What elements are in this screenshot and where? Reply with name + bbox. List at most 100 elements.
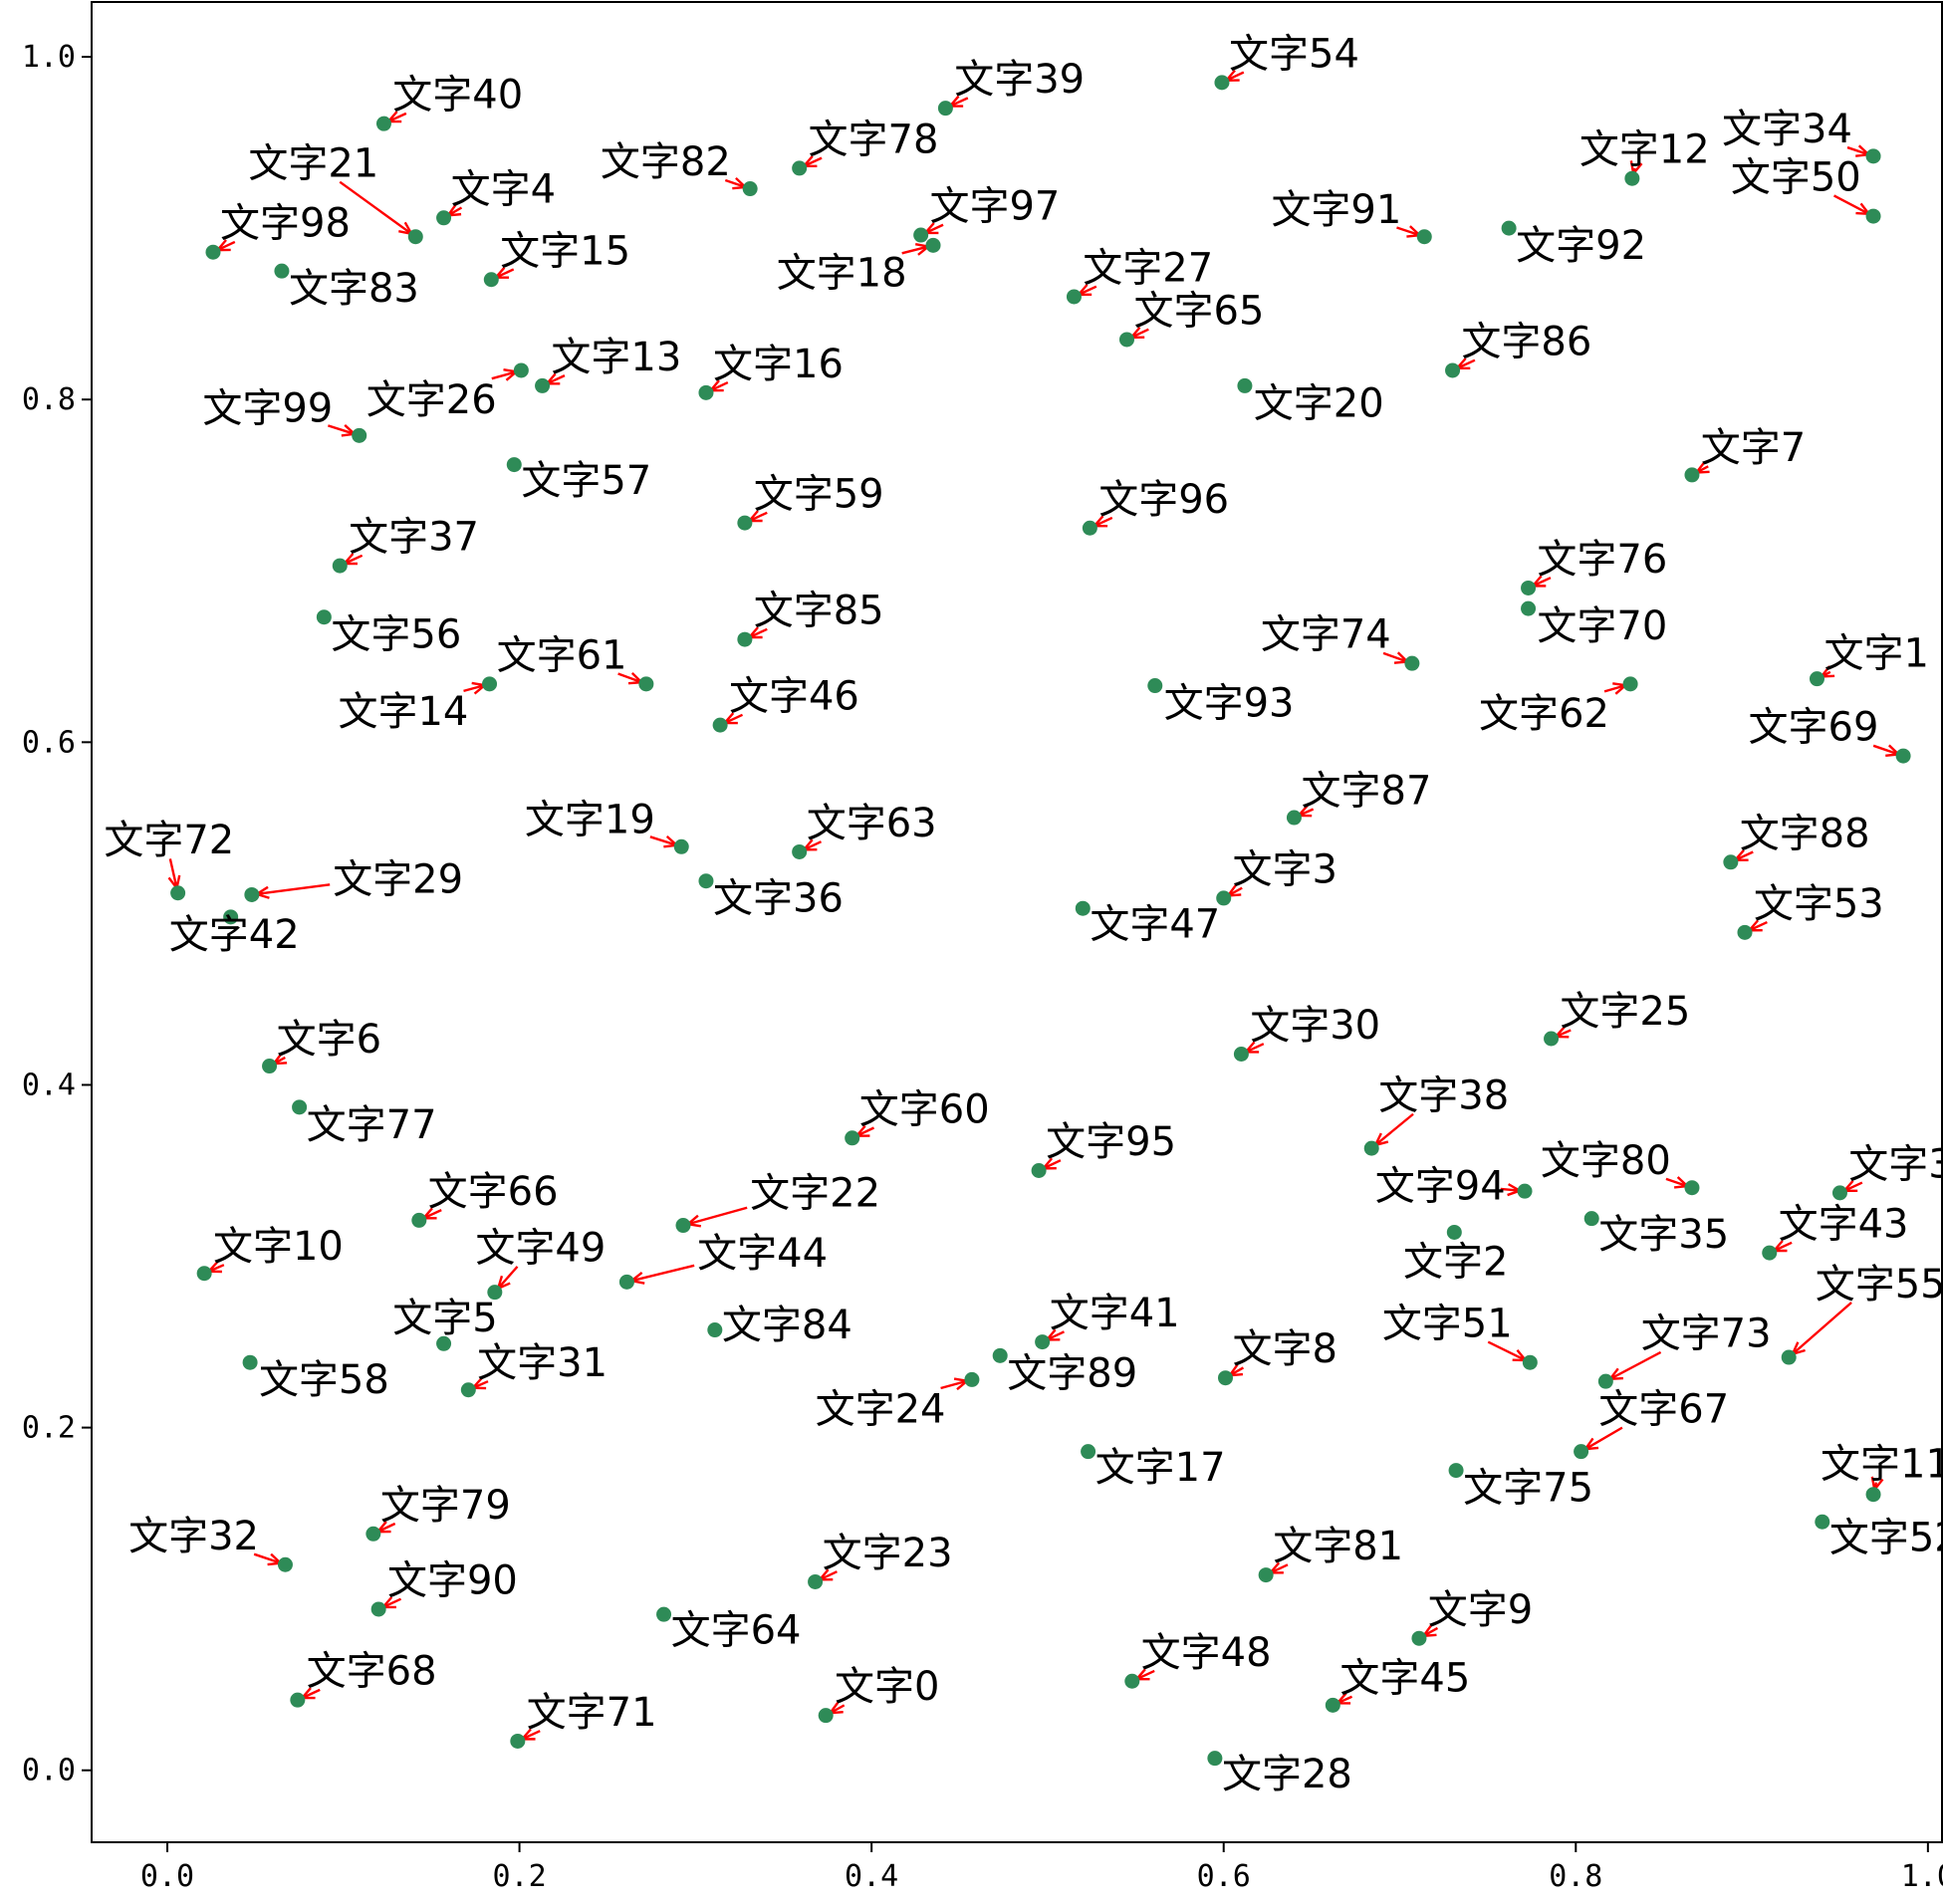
data-point xyxy=(1081,1444,1096,1460)
point-label: 文字75 xyxy=(1463,1466,1593,1512)
point-label: 文字26 xyxy=(366,377,497,423)
point-label: 文字50 xyxy=(1731,154,1861,200)
data-point xyxy=(290,1692,306,1708)
annotation-arrow xyxy=(803,840,823,851)
data-point xyxy=(1809,671,1824,687)
annotation-arrow xyxy=(1043,1159,1062,1170)
point-label: 文字33 xyxy=(1848,1141,1943,1187)
annotation-arrow xyxy=(1456,358,1476,369)
annotation-arrow xyxy=(1270,1563,1289,1574)
annotation-arrow xyxy=(376,1522,396,1534)
point-label: 文字40 xyxy=(392,73,523,119)
data-point xyxy=(992,1347,1008,1363)
point-label: 文字83 xyxy=(289,266,419,312)
point-label: 文字65 xyxy=(1134,288,1265,334)
point-label: 文字60 xyxy=(859,1086,990,1132)
data-point xyxy=(698,384,714,400)
data-point xyxy=(1583,1211,1599,1227)
data-point xyxy=(1737,924,1753,940)
data-point xyxy=(925,237,941,253)
annotation-arrow xyxy=(1843,1181,1863,1192)
data-point xyxy=(1446,1224,1462,1240)
annotation-arrow xyxy=(339,180,412,235)
data-point xyxy=(1411,1630,1427,1646)
data-point xyxy=(316,609,332,625)
annotation-arrow xyxy=(1846,145,1869,156)
data-point xyxy=(1624,170,1640,186)
point-label: 文字31 xyxy=(477,1340,607,1386)
point-label: 文字84 xyxy=(722,1303,852,1348)
point-label: 文字20 xyxy=(1254,380,1384,426)
plot-frame xyxy=(91,1,1943,1843)
scatter-points xyxy=(170,75,1911,1767)
annotation-arrow xyxy=(1773,1241,1793,1253)
point-label: 文字30 xyxy=(1250,1003,1380,1049)
data-point xyxy=(1286,810,1302,826)
data-point xyxy=(1217,1370,1233,1386)
point-label: 文字76 xyxy=(1537,537,1667,583)
point-label: 文字11 xyxy=(1821,1441,1943,1487)
point-label: 文字35 xyxy=(1598,1212,1729,1258)
point-label: 文字4 xyxy=(451,166,556,212)
point-label: 文字89 xyxy=(1007,1350,1137,1396)
data-point xyxy=(436,210,452,226)
point-label: 文字49 xyxy=(475,1226,606,1272)
data-point xyxy=(407,229,423,245)
annotation-arrow xyxy=(1734,850,1754,861)
data-point xyxy=(1118,332,1134,348)
annotation-arrow xyxy=(649,835,677,846)
annotation-arrow xyxy=(1382,651,1408,663)
data-point xyxy=(1216,890,1232,906)
data-point xyxy=(1258,1567,1274,1583)
data-point xyxy=(196,1266,212,1282)
data-point xyxy=(707,1322,723,1338)
data-point xyxy=(1035,1334,1051,1350)
data-point xyxy=(1684,467,1700,483)
point-label: 文字91 xyxy=(1271,187,1401,233)
annotation-arrow xyxy=(1584,1426,1623,1451)
x-tick-label: 0.2 xyxy=(492,1859,546,1894)
annotation-arrow xyxy=(1603,684,1626,693)
annotation-arrow xyxy=(724,713,744,725)
point-label: 文字77 xyxy=(307,1102,437,1148)
data-point xyxy=(1865,1487,1881,1503)
data-point xyxy=(352,427,367,443)
annotation-arrow xyxy=(328,424,356,435)
annotation-arrow xyxy=(940,1379,968,1390)
point-label: 文字8 xyxy=(1233,1326,1337,1372)
point-label: 文字94 xyxy=(1375,1164,1506,1210)
data-point xyxy=(712,717,728,733)
point-label: 文字29 xyxy=(333,857,463,903)
y-tick-label: 0.8 xyxy=(22,382,76,417)
point-label: 文字2 xyxy=(1403,1239,1508,1285)
point-label: 文字72 xyxy=(104,818,234,863)
data-point xyxy=(1597,1373,1613,1389)
point-label: 文字36 xyxy=(713,876,844,922)
point-label: 文字27 xyxy=(1083,245,1213,291)
data-point xyxy=(818,1708,834,1724)
annotation-arrow xyxy=(630,1264,695,1283)
point-label: 文字39 xyxy=(954,57,1085,103)
annotation-arrow xyxy=(1396,226,1420,237)
point-label: 文字62 xyxy=(1479,691,1609,737)
data-point xyxy=(277,1556,293,1572)
data-point xyxy=(1865,148,1881,164)
annotation-arrow xyxy=(1609,1350,1662,1380)
annotation-arrow xyxy=(617,672,642,684)
data-point xyxy=(638,676,654,692)
data-point xyxy=(1831,1185,1847,1201)
point-label: 文字99 xyxy=(202,386,333,432)
data-point xyxy=(1501,220,1517,236)
data-point xyxy=(698,873,714,889)
data-point xyxy=(483,272,499,288)
point-label: 文字22 xyxy=(750,1171,880,1217)
annotation-arrow xyxy=(819,1570,838,1581)
point-label: 文字47 xyxy=(1090,901,1220,947)
annotation-arrow xyxy=(1872,744,1899,756)
point-label: 文字5 xyxy=(392,1296,497,1341)
data-point xyxy=(1895,748,1911,764)
data-point xyxy=(460,1382,476,1398)
point-label: 文字57 xyxy=(521,458,651,504)
data-point xyxy=(1865,208,1881,224)
